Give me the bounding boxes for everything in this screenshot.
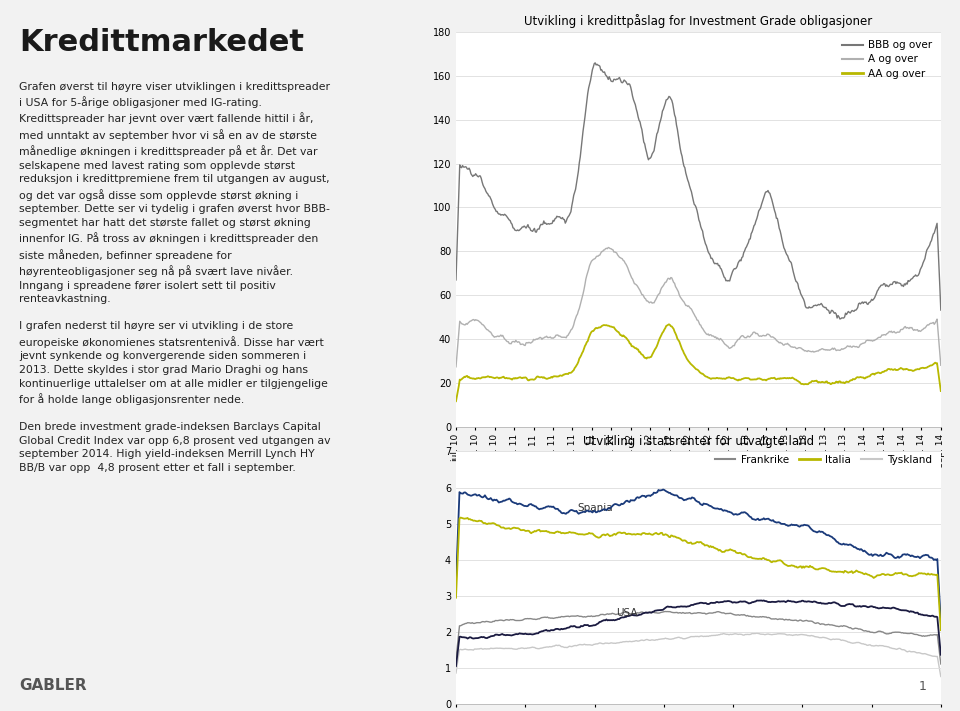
- Text: GABLER: GABLER: [19, 678, 86, 693]
- Text: Kredittmarkedet: Kredittmarkedet: [19, 28, 304, 58]
- Text: Spania: Spania: [578, 503, 613, 513]
- Text: USA: USA: [616, 608, 637, 618]
- Text: Grafen øverst til høyre viser utviklingen i kredittspreader
i USA for 5-årige ob: Grafen øverst til høyre viser utviklinge…: [19, 82, 330, 473]
- Text: 1: 1: [919, 680, 926, 693]
- Title: Utvikling i kredittpåslag for Investment Grade obligasjoner: Utvikling i kredittpåslag for Investment…: [524, 14, 873, 28]
- Legend: BBB og over, A og over, AA og over: BBB og over, A og over, AA og over: [839, 37, 936, 82]
- Title: Utvikling i statsrenter for utvalgte land: Utvikling i statsrenter for utvalgte lan…: [583, 434, 814, 447]
- Legend: Frankrike, Italia, Tyskland: Frankrike, Italia, Tyskland: [711, 451, 936, 468]
